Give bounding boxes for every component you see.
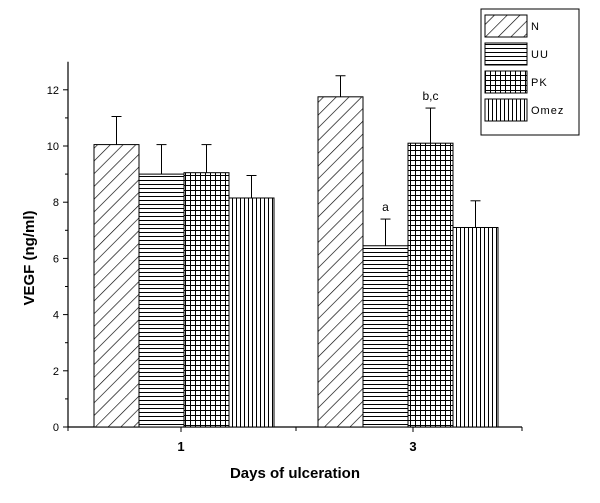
significance-label: a [382,200,389,214]
y-tick-label: 0 [53,422,59,434]
bar-uu-day1 [138,173,185,428]
legend-label-pk: PK [531,77,548,89]
bar-omez-day1 [228,197,275,428]
y-tick-label: 8 [53,197,59,209]
bar-omez-day3 [452,226,499,428]
legend-label-uu: UU [531,49,549,61]
legend-swatch-omez [484,98,528,122]
y-tick-label: 10 [47,141,59,153]
y-tick-label: 2 [53,366,59,378]
legend-label-omez: Omez [531,105,564,117]
bar-n-day1 [93,144,140,428]
legend-label-n: N [531,21,540,33]
y-tick-label: 6 [53,253,59,265]
legend: N UU PK Omez [480,8,580,136]
x-axis-title: Days of ulceration [230,465,360,482]
bar-pk-day1 [183,172,230,428]
plot-area: 0 2 4 6 8 10 12 1 3 a b,c [47,61,523,454]
x-tick-label: 3 [409,439,416,454]
bar-pk-day3 [407,142,454,428]
legend-swatch-n [484,14,528,38]
legend-swatch-pk [484,70,528,94]
bar-n-day3 [317,96,364,428]
y-tick-label: 12 [47,85,59,97]
y-axis-title: VEGF (ng/ml) [21,211,38,306]
bar-uu-day3 [362,245,409,428]
significance-label: b,c [422,89,438,103]
legend-swatch-uu [484,42,528,66]
x-tick-label: 1 [177,439,184,454]
y-tick-label: 4 [53,310,59,322]
